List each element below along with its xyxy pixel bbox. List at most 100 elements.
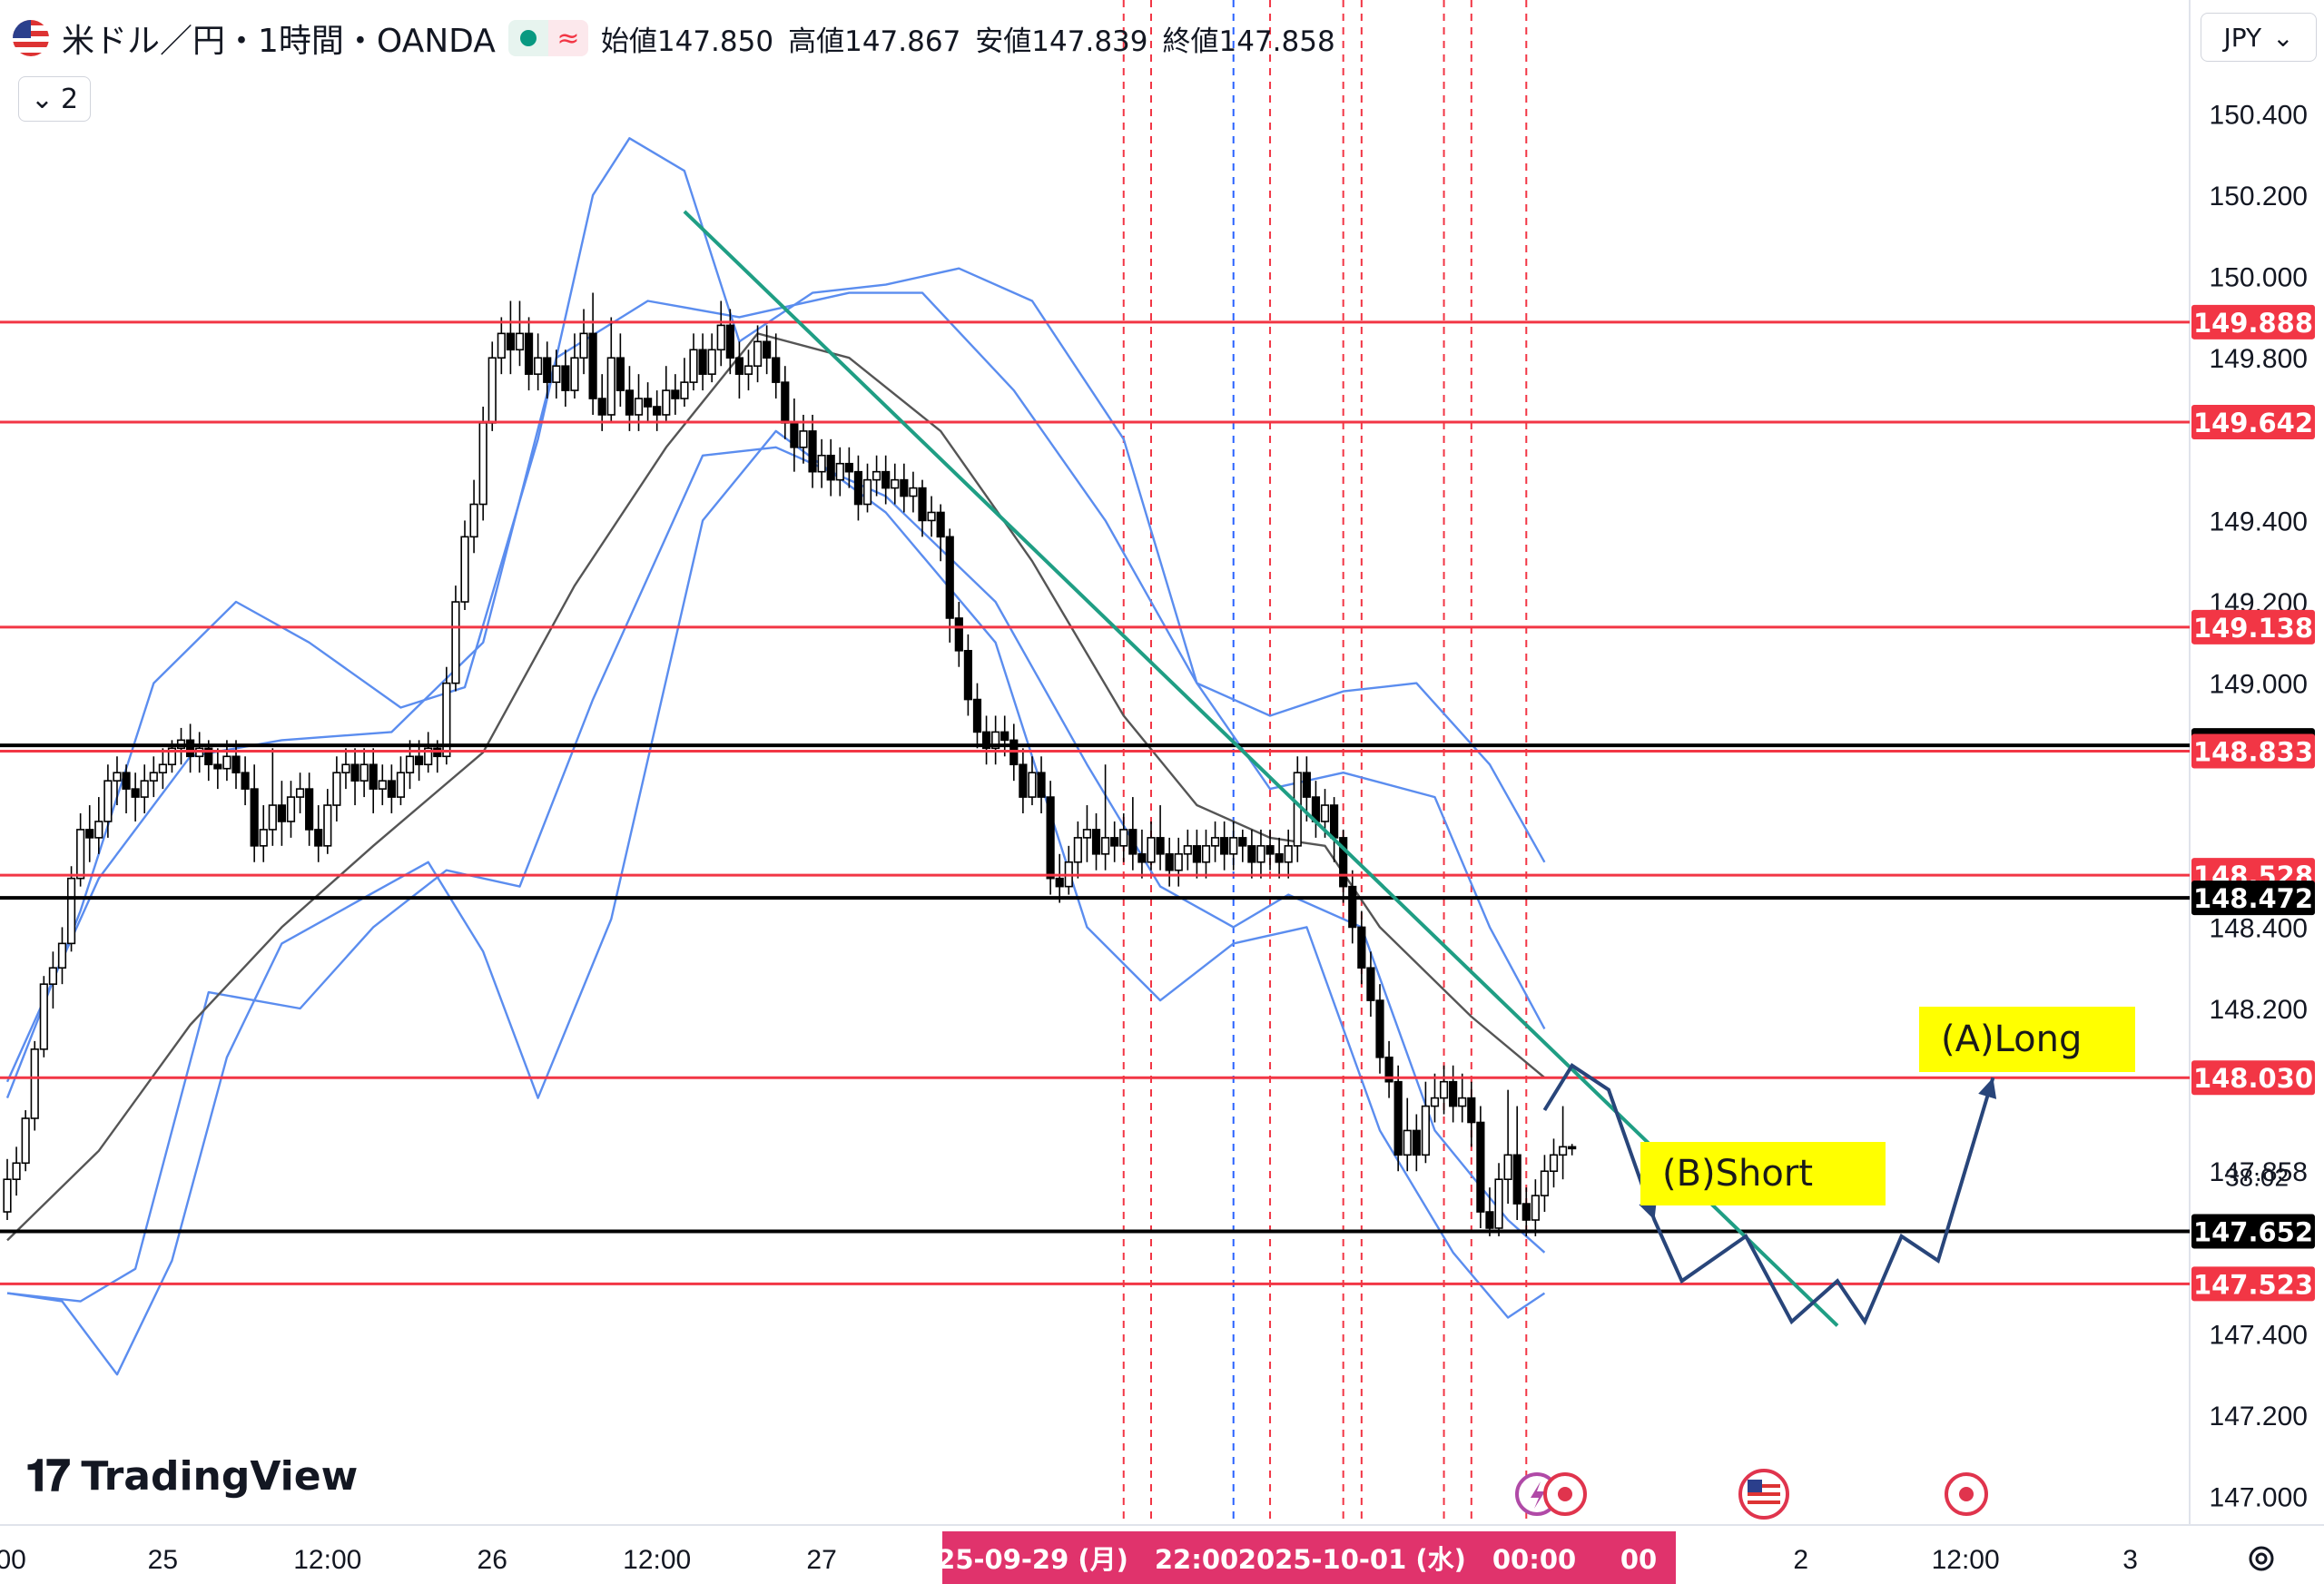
candle <box>231 740 241 790</box>
candle <box>1458 1073 1467 1123</box>
candle-body <box>85 829 94 839</box>
candle-body <box>1101 837 1110 855</box>
x-tick-label: 12:00 <box>623 1545 691 1575</box>
candle-body <box>543 357 552 383</box>
candle <box>716 300 725 367</box>
candle <box>1403 1097 1412 1172</box>
candle <box>131 772 140 822</box>
candle <box>295 772 305 813</box>
candle-body <box>698 349 707 375</box>
candle-body <box>808 430 817 473</box>
candle <box>1119 813 1128 862</box>
candle <box>369 748 378 813</box>
candle-body <box>1028 772 1037 798</box>
candle <box>552 349 561 399</box>
ohlc-values: 始値147.850 高値147.867 安値147.839 終値147.858 <box>601 18 1335 59</box>
price-level-label: 147.652 <box>2193 1217 2313 1248</box>
candle <box>1210 821 1220 862</box>
crosshair-time-label: 00 <box>1620 1544 1657 1575</box>
candle <box>1128 797 1137 871</box>
candle <box>1357 910 1366 985</box>
candle-body <box>534 357 543 375</box>
candle-body <box>1265 845 1275 855</box>
candle-body <box>1476 1121 1485 1213</box>
candle-body <box>295 788 305 798</box>
candle-body <box>1238 837 1247 847</box>
flag-stripe <box>1748 1492 1780 1496</box>
candle-body <box>524 332 534 375</box>
projection-path[interactable] <box>1542 1062 1995 1326</box>
candle-body <box>103 780 113 822</box>
high-value: 147.867 <box>844 25 961 58</box>
candle-body <box>972 698 982 733</box>
price-level-label: 148.833 <box>2193 736 2313 767</box>
candle <box>579 309 588 375</box>
candle-body <box>1393 1080 1403 1156</box>
candle-body <box>1220 837 1229 855</box>
candle <box>1339 829 1348 903</box>
candle <box>615 333 625 407</box>
candle <box>305 772 314 846</box>
price-level-label: 148.472 <box>2193 883 2313 914</box>
approx-icon[interactable]: ≈ <box>547 20 588 56</box>
candle <box>1037 756 1046 813</box>
brand-name: TradingView <box>81 1453 359 1500</box>
chart-header: 米ドル／円・1時間・OANDA ≈ 始値147.850 高値147.867 安値… <box>13 13 1335 64</box>
x-tick-label: :00 <box>0 1545 26 1575</box>
candle-body <box>460 536 469 603</box>
market-open-indicator[interactable] <box>507 20 548 56</box>
crosshair-time-label: 2025-10-01 (水) 00:00 <box>1238 1544 1576 1575</box>
candle <box>1046 781 1055 895</box>
symbol-title[interactable]: 米ドル／円・1時間・OANDA <box>62 23 496 60</box>
candle-body <box>680 381 689 399</box>
candle-body <box>1403 1129 1412 1156</box>
candle <box>241 756 250 806</box>
candle-body <box>1110 837 1119 847</box>
candle-body <box>1568 1146 1577 1150</box>
candle-body <box>945 536 954 619</box>
candle-body <box>1375 999 1384 1058</box>
price-level-label: 148.030 <box>2193 1063 2313 1094</box>
candle-body <box>1512 1154 1521 1205</box>
candle <box>606 317 615 423</box>
candle-body <box>451 601 460 684</box>
trendline[interactable] <box>683 210 1839 1327</box>
candle-body <box>231 755 241 774</box>
currency-select[interactable]: JPY ⌄ <box>2201 13 2317 62</box>
indicator-count: 2 <box>61 83 79 115</box>
candle <box>85 805 94 862</box>
candle-body <box>835 462 844 481</box>
tradingview-logo[interactable]: 𝟏𝟕 TradingView <box>25 1451 358 1502</box>
candle-body <box>1503 1154 1512 1180</box>
candle <box>405 740 415 790</box>
flag-stripe <box>1748 1500 1780 1504</box>
candle-body <box>478 422 487 506</box>
indicators-collapse-button[interactable]: ⌄ 2 <box>18 76 91 122</box>
candle <box>1110 821 1119 862</box>
candle-body <box>1174 852 1183 871</box>
candle <box>698 333 707 391</box>
candle-body <box>66 877 76 945</box>
long-scenario-text: (A)Long <box>1941 1018 2083 1060</box>
candle-body <box>1037 772 1046 798</box>
candle-body <box>1284 845 1293 863</box>
candle <box>39 976 48 1058</box>
settings-gear-icon[interactable] <box>2249 1546 2274 1571</box>
candle-body <box>1247 845 1256 863</box>
candle-body <box>1293 772 1302 847</box>
candle <box>1540 1155 1550 1213</box>
x-tick-label: 26 <box>478 1545 507 1575</box>
candle <box>1568 1144 1577 1156</box>
candle <box>734 341 743 399</box>
candle-body <box>552 365 561 383</box>
candle-body <box>378 780 387 790</box>
candle-body <box>286 796 296 822</box>
candle-body <box>442 682 451 758</box>
candle <box>277 781 287 846</box>
candle-body <box>469 503 478 538</box>
candle-body <box>1147 837 1156 863</box>
price-level-badge <box>2191 1266 2315 1302</box>
candle <box>1082 805 1092 862</box>
market-status: ≈ <box>507 20 588 56</box>
